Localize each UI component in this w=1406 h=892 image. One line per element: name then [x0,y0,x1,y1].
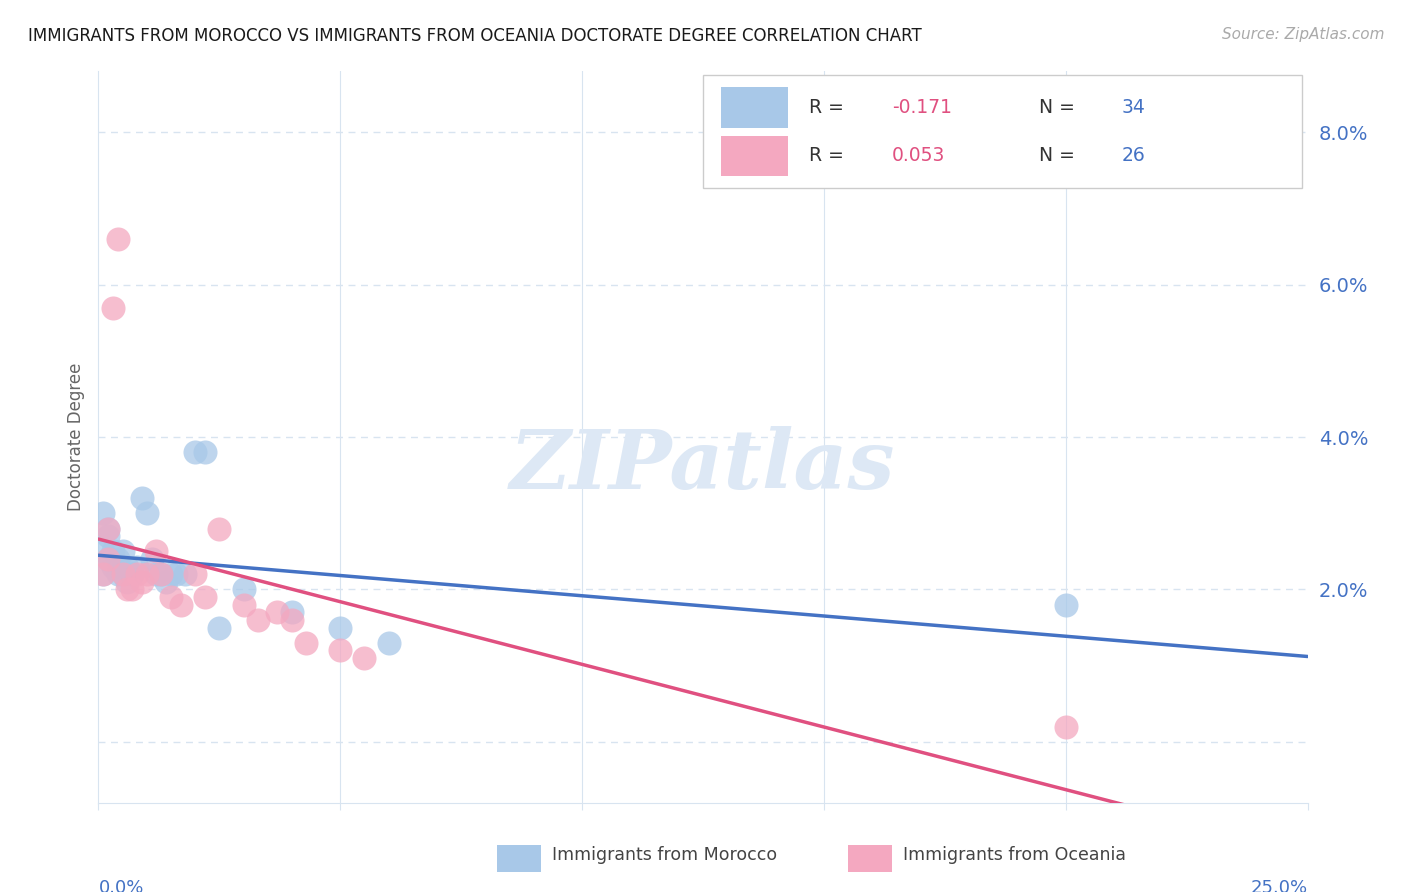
FancyBboxPatch shape [848,846,891,871]
Point [160,567,183,582]
Point [127,559,149,574]
Text: IMMIGRANTS FROM MOROCCO VS IMMIGRANTS FROM OCEANIA DOCTORATE DEGREE CORRELATION : IMMIGRANTS FROM MOROCCO VS IMMIGRANTS FR… [28,27,922,45]
Point [165,567,187,582]
Point [194,590,217,604]
Point [184,445,207,459]
Point [91,544,114,558]
Point [97,521,120,535]
Point [208,521,231,535]
Point [155,574,177,589]
Point [329,643,352,657]
Point [97,552,120,566]
Point [232,582,254,597]
Point [111,544,134,558]
Point [97,552,120,566]
Point [184,567,207,582]
Point [145,567,167,582]
FancyBboxPatch shape [721,136,787,176]
Point [91,567,114,582]
Point [101,559,124,574]
Point [131,491,153,505]
Point [101,301,124,315]
Text: R =: R = [810,146,851,165]
FancyBboxPatch shape [721,87,787,128]
Point [117,582,139,597]
Text: 26: 26 [1122,146,1144,165]
Point [121,582,143,597]
Point [107,552,129,566]
Point [1054,720,1077,734]
Point [281,605,304,619]
Point [141,552,163,566]
Y-axis label: Doctorate Degree: Doctorate Degree [66,363,84,511]
Text: 34: 34 [1122,98,1146,118]
Point [1054,598,1077,612]
Point [377,636,399,650]
Point [208,621,231,635]
Point [169,598,191,612]
Point [160,590,183,604]
Point [135,506,157,520]
FancyBboxPatch shape [703,75,1302,188]
Text: -0.171: -0.171 [891,98,952,118]
Point [111,567,134,582]
Text: ZIPatlas: ZIPatlas [510,426,896,507]
Point [135,567,157,582]
Point [97,529,120,543]
Point [117,559,139,574]
Point [150,567,173,582]
Point [91,567,114,582]
Text: Source: ZipAtlas.com: Source: ZipAtlas.com [1222,27,1385,42]
Point [329,621,352,635]
Point [121,567,143,582]
Point [121,567,143,582]
Point [281,613,304,627]
Text: Immigrants from Morocco: Immigrants from Morocco [551,847,778,864]
Point [150,567,173,582]
Point [247,613,270,627]
Point [111,567,134,582]
Point [101,544,124,558]
Point [91,506,114,520]
Text: 0.0%: 0.0% [98,879,143,892]
FancyBboxPatch shape [498,846,541,871]
Point [194,445,217,459]
Point [117,574,139,589]
Point [232,598,254,612]
Point [107,232,129,246]
Point [97,521,120,535]
Text: N =: N = [1039,146,1081,165]
Point [266,605,288,619]
Point [174,567,197,582]
Point [353,651,375,665]
Text: 25.0%: 25.0% [1250,879,1308,892]
Text: Immigrants from Oceania: Immigrants from Oceania [903,847,1126,864]
Point [127,567,149,582]
Point [131,574,153,589]
Point [145,544,167,558]
Point [295,636,318,650]
Point [107,567,129,582]
Text: R =: R = [810,98,851,118]
Text: 0.053: 0.053 [891,146,945,165]
Text: N =: N = [1039,98,1081,118]
